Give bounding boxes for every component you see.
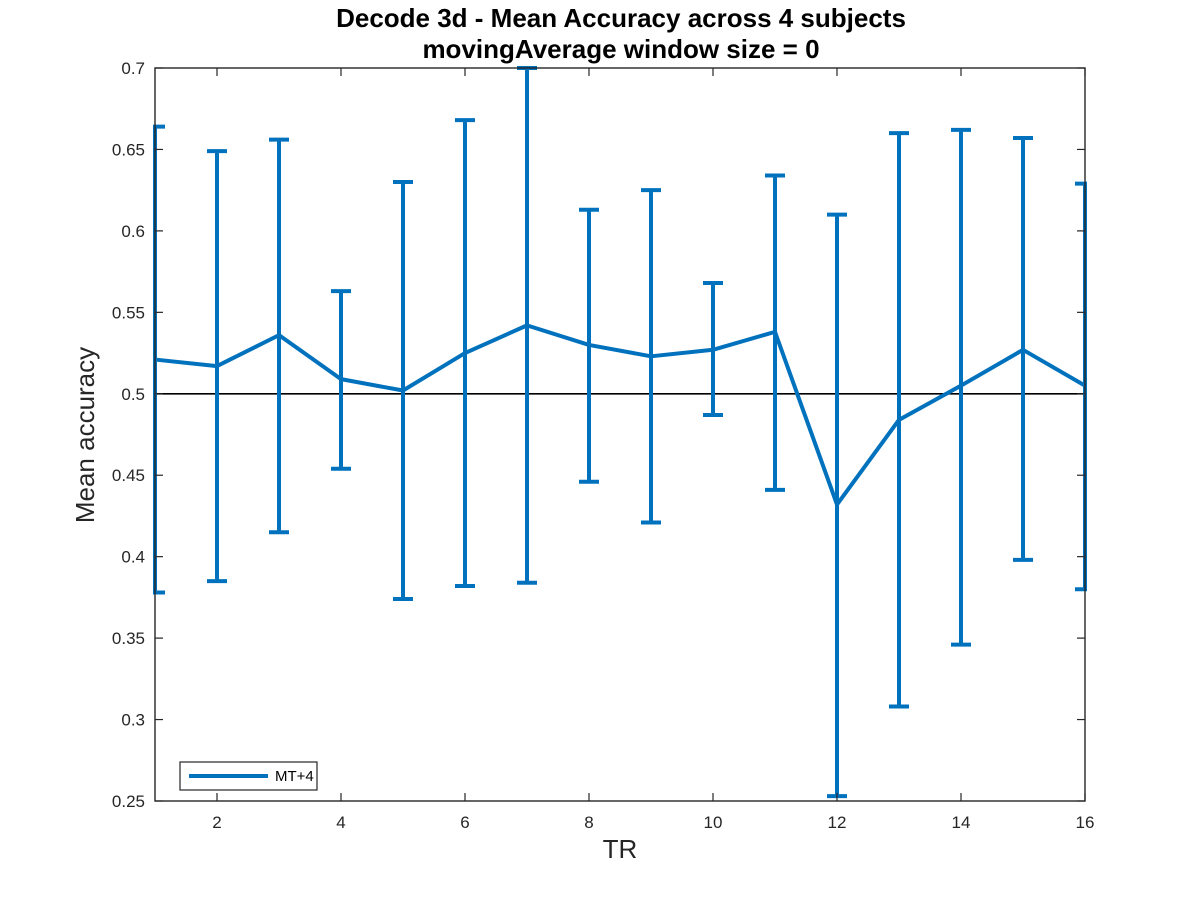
x-tick-label: 2 bbox=[212, 813, 221, 832]
chart-subtitle: movingAverage window size = 0 bbox=[422, 34, 819, 64]
y-tick-label: 0.5 bbox=[121, 385, 145, 404]
x-tick-label: 10 bbox=[704, 813, 723, 832]
y-tick-label: 0.3 bbox=[121, 711, 145, 730]
x-tick-label: 8 bbox=[584, 813, 593, 832]
y-tick-label: 0.6 bbox=[121, 222, 145, 241]
y-tick-label: 0.35 bbox=[112, 629, 145, 648]
x-tick-label: 12 bbox=[828, 813, 847, 832]
legend: MT+4 bbox=[179, 761, 318, 791]
x-tick-label: 4 bbox=[336, 813, 345, 832]
y-tick-label: 0.55 bbox=[112, 303, 145, 322]
axes-layer: 0.25 0.3 0.35 0.4 0.45 0.5 0.55 0.6 0.65 0.7 2 4 6 8 1… bbox=[112, 59, 1095, 832]
axes-box bbox=[154, 67, 1086, 802]
series-line-mt4 bbox=[154, 323, 1087, 507]
x-tick-label: 6 bbox=[460, 813, 469, 832]
y-tick-label: 0.45 bbox=[112, 466, 145, 485]
x-tick-label: 14 bbox=[952, 813, 971, 832]
x-tick-label: 16 bbox=[1076, 813, 1095, 832]
y-tick-label: 0.4 bbox=[121, 548, 145, 567]
legend-label-mt4: MT+4 bbox=[275, 768, 314, 785]
y-tick-label: 0.65 bbox=[112, 140, 145, 159]
y-tick-label: 0.25 bbox=[112, 792, 145, 811]
plot-area bbox=[155, 68, 1085, 801]
x-axis-label: TR bbox=[603, 834, 638, 864]
y-axis-label: Mean accuracy bbox=[70, 347, 100, 523]
y-tick-label: 0.7 bbox=[121, 59, 145, 78]
chart-title: Decode 3d - Mean Accuracy across 4 subje… bbox=[336, 3, 906, 33]
